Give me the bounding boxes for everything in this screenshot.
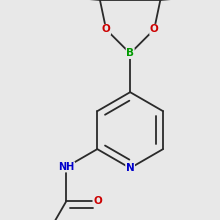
Text: N: N xyxy=(126,163,134,173)
Text: O: O xyxy=(102,24,110,35)
Text: B: B xyxy=(126,48,134,59)
Text: O: O xyxy=(150,24,159,35)
Text: NH: NH xyxy=(58,162,75,172)
Text: O: O xyxy=(93,196,102,206)
